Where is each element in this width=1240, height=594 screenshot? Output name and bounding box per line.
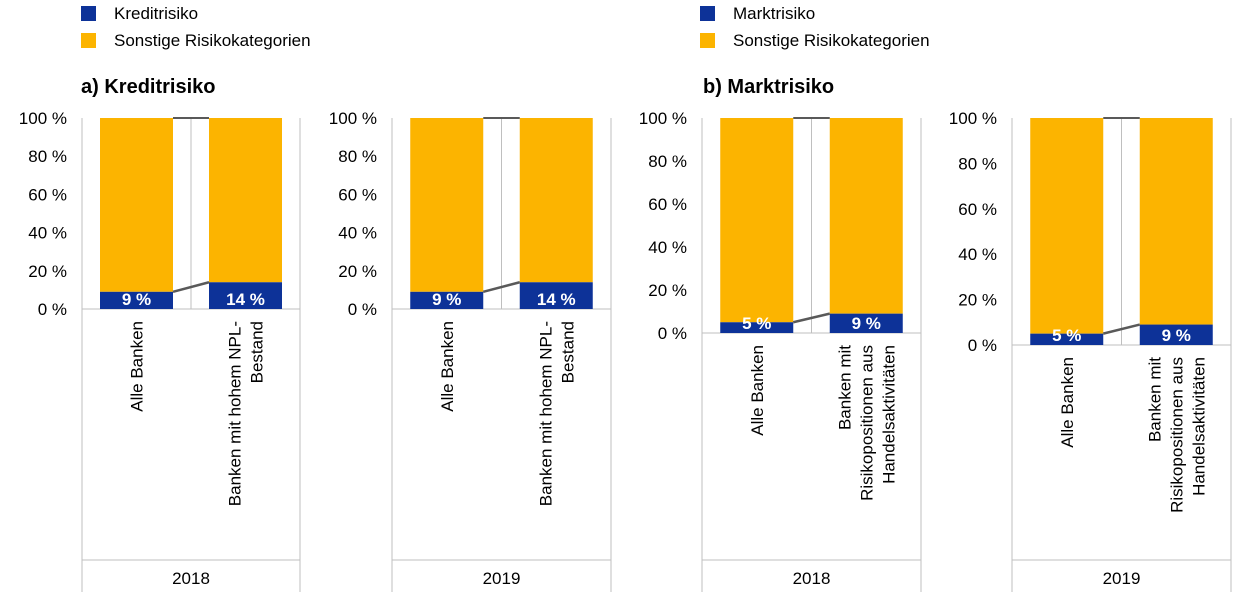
legend-marktrisiko: Marktrisiko Sonstige Risikokategorien: [700, 0, 930, 54]
y-tick-label: 0 %: [348, 300, 377, 319]
panel-title-marktrisiko: b) Marktrisiko: [703, 76, 835, 98]
category-label: Alle Banken: [748, 345, 767, 436]
bar-other: [829, 118, 903, 314]
bar-other: [410, 118, 484, 292]
legend-swatch-main: [81, 6, 96, 21]
category-label: Handelsaktivitäten: [879, 345, 898, 484]
data-label: 14 %: [226, 290, 265, 309]
data-label: 9 %: [1162, 326, 1191, 345]
category-label: Risikopositionen aus: [857, 345, 876, 501]
legend-item: Sonstige Risikokategorien: [81, 27, 311, 54]
y-tick-label: 40 %: [338, 224, 377, 243]
legend-label: Marktrisiko: [733, 3, 816, 23]
bar-main: [410, 291, 484, 309]
legend-swatch-other: [81, 33, 96, 48]
y-tick-label: 20 %: [958, 291, 997, 310]
bar-main: [1139, 324, 1213, 345]
data-label: 9 %: [432, 290, 461, 309]
y-tick-label: 40 %: [28, 224, 67, 243]
legend-kreditrisiko: Kreditrisiko Sonstige Risikokategorien: [81, 0, 311, 54]
connector-line: [792, 312, 831, 324]
bar-other: [1139, 118, 1213, 325]
bar-main: [829, 313, 903, 333]
category-label: Banken mit hohem NPL-: [536, 321, 555, 506]
connector-line: [1102, 323, 1141, 335]
connector-line: [172, 281, 210, 294]
legend-label: Kreditrisiko: [114, 3, 199, 23]
legend-item: Kreditrisiko: [81, 0, 311, 27]
y-tick-label: 60 %: [958, 200, 997, 219]
bar-main: [720, 322, 794, 333]
y-tick-label: 40 %: [648, 238, 687, 257]
data-label: 5 %: [1052, 326, 1081, 345]
y-tick-label: 0 %: [968, 336, 997, 355]
year-label: 2018: [793, 569, 831, 588]
y-tick-label: 100 %: [19, 109, 67, 128]
legend-item: Marktrisiko: [700, 0, 930, 27]
bar-other: [100, 118, 173, 292]
y-tick-label: 60 %: [28, 185, 67, 204]
y-tick-label: 80 %: [648, 152, 687, 171]
y-tick-label: 100 %: [949, 109, 997, 128]
category-label: Handelsaktivitäten: [1189, 357, 1208, 496]
legend-label: Sonstige Risikokategorien: [733, 30, 930, 50]
data-label: 9 %: [852, 314, 881, 333]
category-label: Banken mit: [1145, 357, 1164, 442]
data-label: 5 %: [742, 314, 771, 333]
category-label: Alle Banken: [438, 321, 457, 412]
category-label: Bestand: [248, 321, 267, 383]
y-tick-label: 60 %: [338, 185, 377, 204]
category-label: Banken mit: [835, 345, 854, 430]
category-label: Alle Banken: [1058, 357, 1077, 448]
bar-other: [209, 118, 282, 283]
year-label: 2018: [172, 569, 210, 588]
y-tick-label: 100 %: [329, 109, 377, 128]
legend-label: Sonstige Risikokategorien: [114, 30, 311, 50]
y-tick-label: 0 %: [658, 324, 687, 343]
y-tick-label: 40 %: [958, 245, 997, 264]
legend-swatch-other: [700, 33, 715, 48]
year-label: 2019: [1103, 569, 1141, 588]
category-label: Banken mit hohem NPL-: [226, 321, 245, 506]
data-label: 14 %: [537, 290, 576, 309]
year-label: 2019: [483, 569, 521, 588]
y-tick-label: 80 %: [338, 147, 377, 166]
y-tick-label: 0 %: [38, 300, 67, 319]
bar-main: [1030, 333, 1104, 345]
category-label: Bestand: [558, 321, 577, 383]
legend-item: Sonstige Risikokategorien: [700, 27, 930, 54]
category-label: Alle Banken: [128, 321, 147, 412]
y-tick-label: 100 %: [639, 109, 687, 128]
connector-line: [482, 281, 521, 294]
y-tick-label: 60 %: [648, 195, 687, 214]
legend-swatch-main: [700, 6, 715, 21]
bar-other: [1030, 118, 1104, 334]
y-tick-label: 20 %: [28, 262, 67, 281]
y-tick-label: 20 %: [338, 262, 377, 281]
bar-other: [720, 118, 794, 323]
bar-main: [100, 291, 173, 309]
bar-main: [519, 282, 593, 309]
bar-other: [519, 118, 593, 283]
y-tick-label: 80 %: [28, 147, 67, 166]
bar-main: [209, 282, 282, 309]
panel-title-kreditrisiko: a) Kreditrisiko: [81, 76, 216, 98]
y-tick-label: 80 %: [958, 154, 997, 173]
category-label: Risikopositionen aus: [1167, 357, 1186, 513]
y-tick-label: 20 %: [648, 281, 687, 300]
data-label: 9 %: [122, 290, 151, 309]
